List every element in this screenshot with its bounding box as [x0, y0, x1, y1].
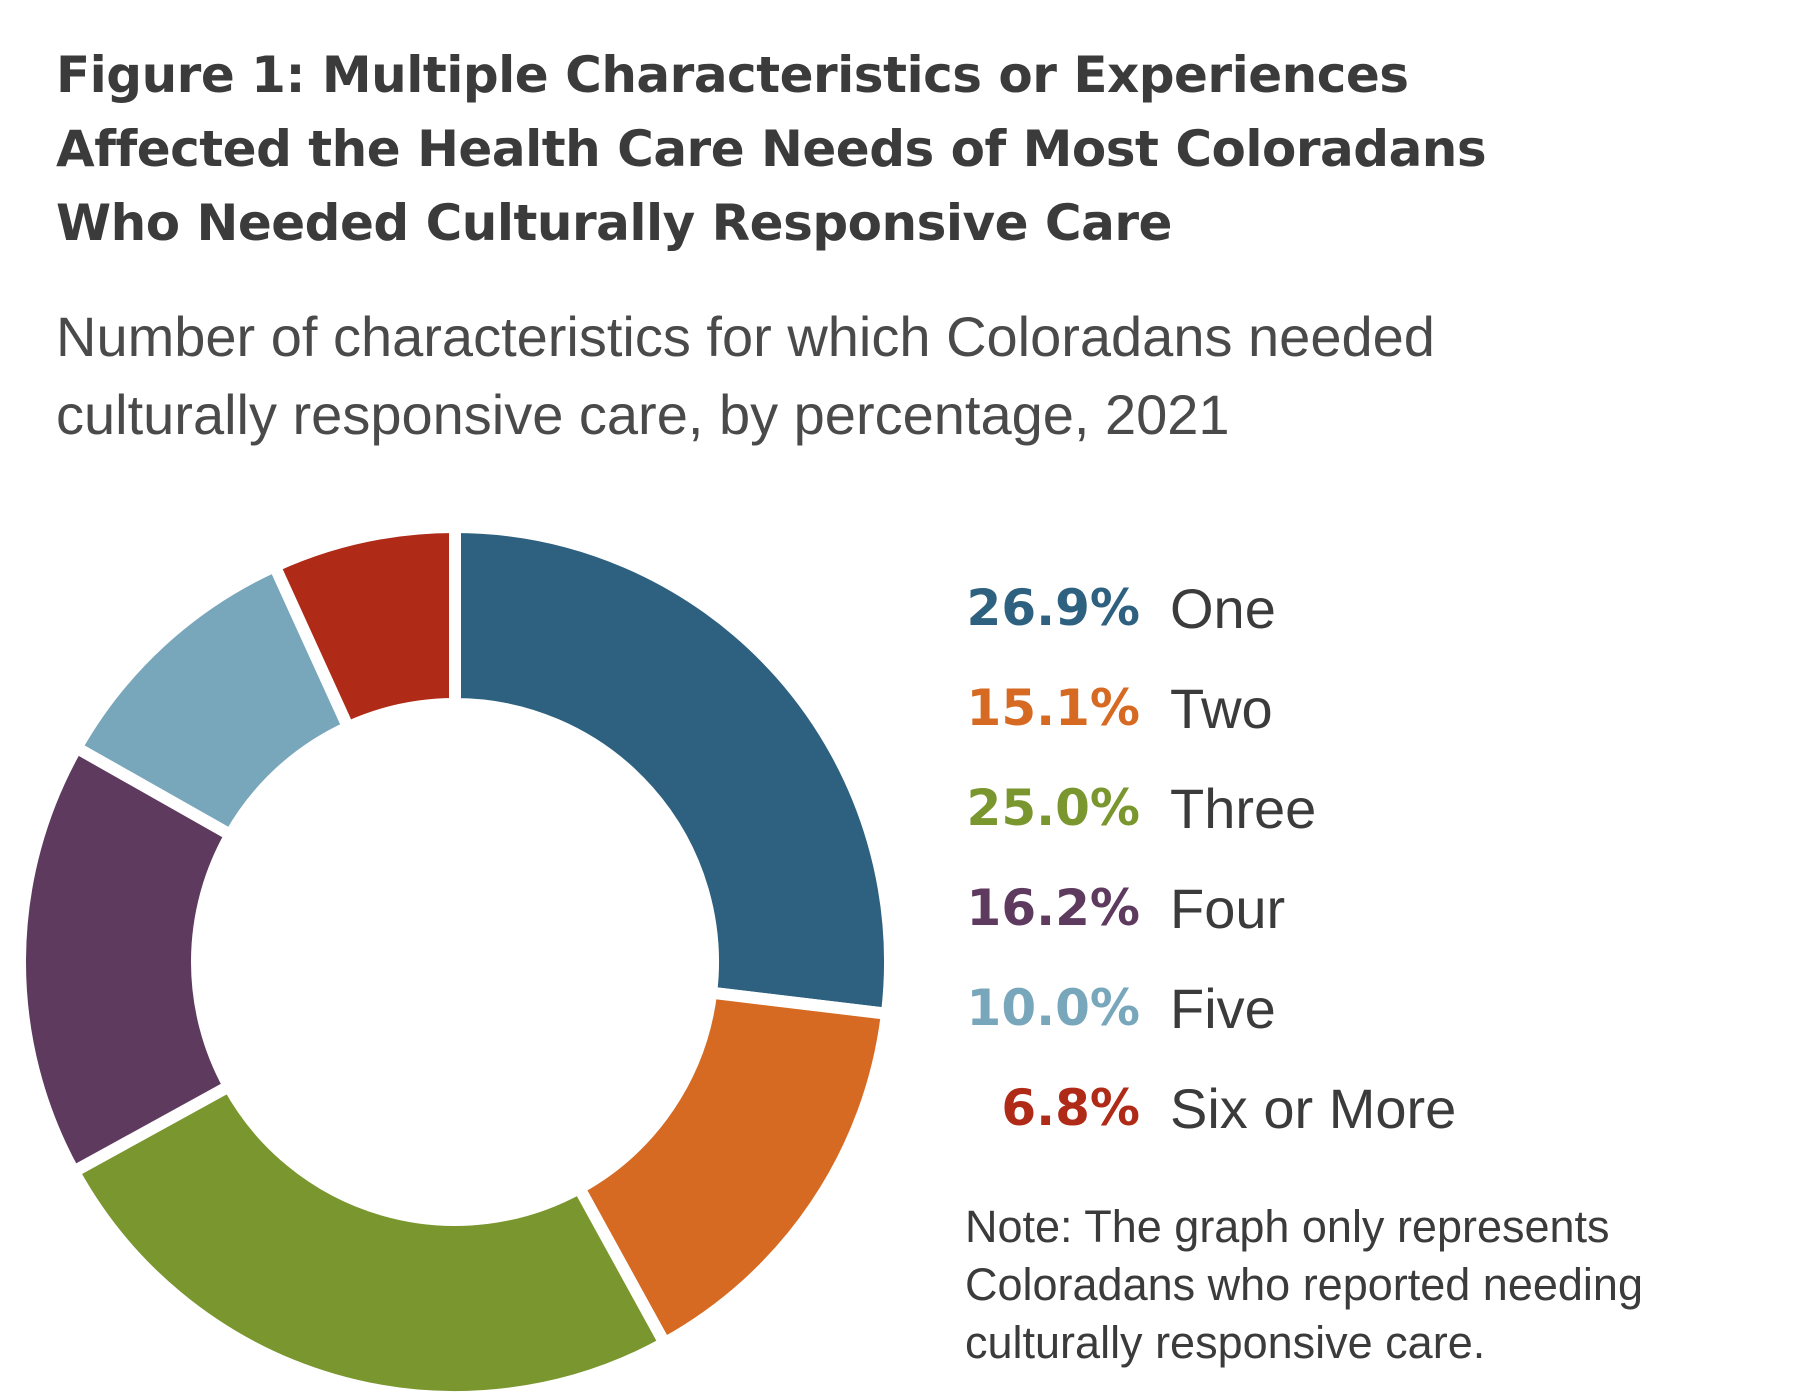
- chart-legend: 26.9% One 15.1% Two 25.0% Three 16.2% Four 10.0%…: [900, 558, 1600, 1158]
- legend-label: Five: [1170, 976, 1276, 1040]
- chart-subtitle-line: Number of characteristics for which Colo…: [56, 305, 1435, 368]
- legend-label: Six or More: [1170, 1076, 1457, 1140]
- legend-value: 25.0%: [966, 779, 1140, 837]
- donut-slice-three: [65, 1078, 673, 1400]
- legend-item-six-or-more: 6.8% Six or More: [900, 1058, 1600, 1158]
- donut-slice-six-or-more: [266, 520, 461, 736]
- legend-item-five: 10.0% Five: [900, 958, 1600, 1058]
- legend-label: Four: [1170, 876, 1286, 940]
- legend-value: 16.2%: [966, 879, 1140, 937]
- chart-title-line: Figure 1: Multiple Characteristics or Ex…: [56, 46, 1409, 104]
- chart-note-line: Note: The graph only represents: [965, 1201, 1610, 1252]
- legend-item-one: 26.9% One: [900, 558, 1600, 658]
- chart-title-line: Who Needed Culturally Responsive Care: [56, 194, 1172, 252]
- legend-label: Three: [1170, 776, 1317, 840]
- legend-item-two: 15.1% Two: [900, 658, 1600, 758]
- legend-value: 15.1%: [966, 679, 1140, 737]
- chart-title: Figure 1: Multiple Characteristics or Ex…: [56, 38, 1756, 260]
- chart-title-line: Affected the Health Care Needs of Most C…: [56, 120, 1487, 178]
- donut-chart: [14, 520, 896, 1400]
- legend-value: 10.0%: [966, 979, 1140, 1037]
- donut-slice-two: [571, 986, 894, 1352]
- legend-label: Two: [1170, 676, 1273, 740]
- legend-label: One: [1170, 576, 1276, 640]
- chart-subtitle-line: culturally responsive care, by percentag…: [56, 383, 1230, 446]
- legend-item-three: 25.0% Three: [900, 758, 1600, 858]
- chart-note: Note: The graph only represents Colorada…: [965, 1198, 1785, 1372]
- legend-item-four: 16.2% Four: [900, 858, 1600, 958]
- donut-slice-one: [449, 520, 896, 1021]
- chart-note-line: Coloradans who reported needing: [965, 1259, 1643, 1310]
- legend-value: 6.8%: [1001, 1079, 1140, 1137]
- chart-note-line: culturally responsive care.: [965, 1317, 1486, 1368]
- donut-slice-four: [14, 739, 239, 1180]
- chart-subtitle: Number of characteristics for which Colo…: [56, 298, 1756, 454]
- legend-value: 26.9%: [966, 579, 1140, 637]
